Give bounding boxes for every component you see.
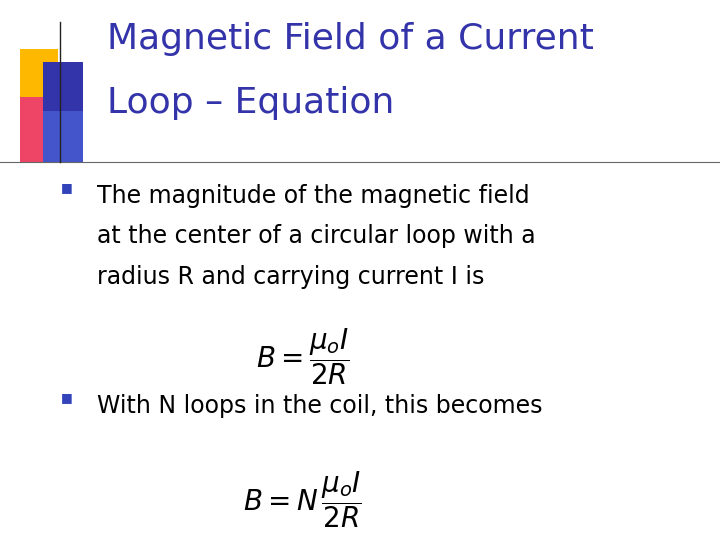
Text: ■: ■: [61, 392, 73, 404]
Text: $\mathit{B} = \mathit{N}\,\dfrac{\mu_o \mathit{I}}{2\mathit{R}}$: $\mathit{B} = \mathit{N}\,\dfrac{\mu_o \…: [243, 470, 362, 530]
Text: With N loops in the coil, this becomes: With N loops in the coil, this becomes: [97, 394, 543, 418]
Text: radius R and carrying current I is: radius R and carrying current I is: [97, 265, 485, 288]
Bar: [20, 97, 58, 162]
Text: Magnetic Field of a Current: Magnetic Field of a Current: [107, 22, 593, 56]
Text: ■: ■: [61, 181, 73, 194]
Bar: [43, 62, 83, 111]
Text: $\mathit{B} = \dfrac{\mu_o \mathit{I}}{2\mathit{R}}$: $\mathit{B} = \dfrac{\mu_o \mathit{I}}{2…: [256, 327, 349, 387]
Bar: [43, 111, 83, 162]
Bar: [20, 49, 58, 97]
Text: at the center of a circular loop with a: at the center of a circular loop with a: [97, 224, 536, 248]
Text: The magnitude of the magnetic field: The magnitude of the magnetic field: [97, 184, 530, 207]
Text: Loop – Equation: Loop – Equation: [107, 86, 394, 120]
